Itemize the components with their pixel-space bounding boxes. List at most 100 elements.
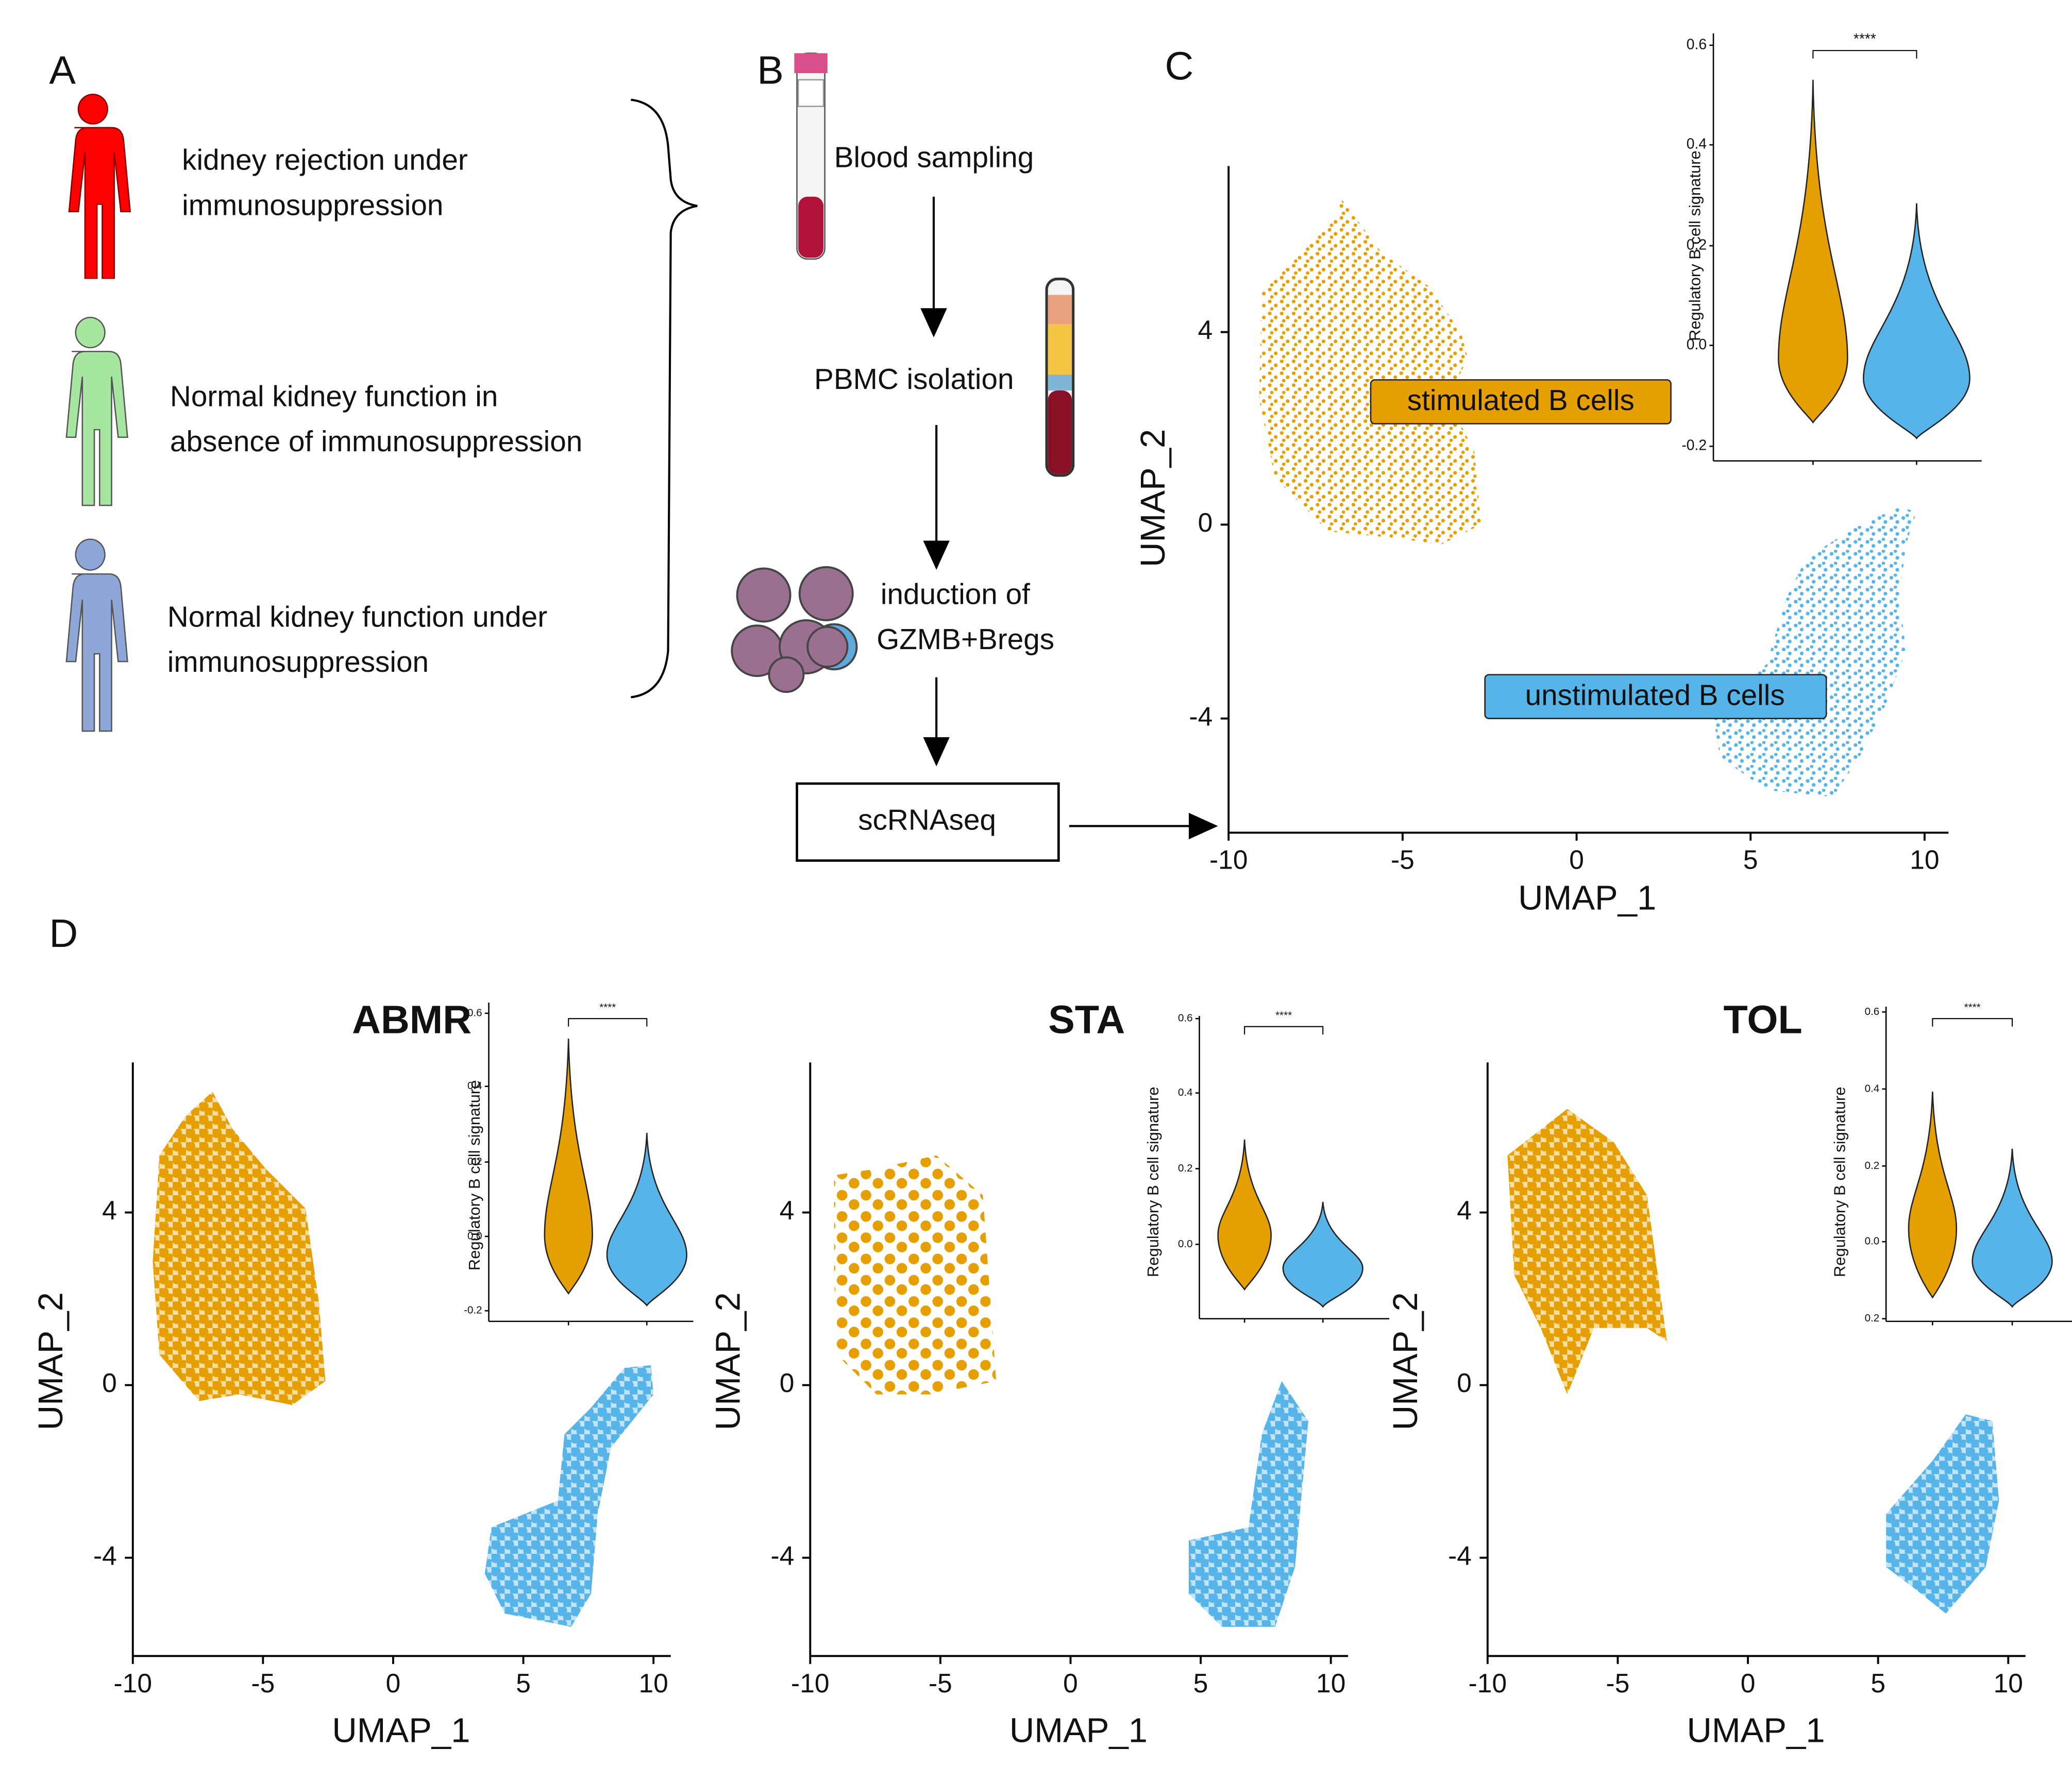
x-axis-label: UMAP_1 — [1009, 1711, 1148, 1750]
y-axis-label: Regulatory B cell signature — [1144, 1087, 1162, 1277]
cluster-unstimulated — [1188, 1381, 1308, 1627]
human-green — [65, 316, 128, 506]
y-tick-label: 0.2 — [1687, 237, 1707, 253]
human-blue — [65, 538, 128, 732]
y-tick-label: 0.2 — [1865, 1312, 1880, 1324]
panel-label: A — [49, 48, 76, 92]
y-axis-label: UMAP_2 — [1386, 1292, 1425, 1430]
label-box — [1370, 379, 1672, 425]
cluster-label: unstimulated B cells — [1525, 679, 1785, 711]
x-tick-label: 0 — [1741, 1668, 1756, 1698]
y-tick-label: 0.6 — [1178, 1012, 1193, 1024]
x-tick-label: -5 — [251, 1668, 275, 1698]
violin — [1908, 1091, 1958, 1299]
y-tick-label: 4 — [1457, 1195, 1472, 1225]
y-tick-label: 0.0 — [1178, 1238, 1193, 1250]
pbmc-tube — [1045, 277, 1075, 477]
x-axis-label: UMAP_1 — [1518, 879, 1656, 918]
cluster-label: stimulated B cells — [1407, 384, 1635, 417]
y-tick-label: 4 — [102, 1195, 117, 1225]
significance: **** — [1275, 1009, 1292, 1021]
y-tick-label: -4 — [771, 1540, 795, 1570]
step-text: PBMC isolation — [814, 363, 1014, 396]
panel-label: C — [1165, 44, 1194, 89]
violin — [606, 1132, 687, 1307]
significance-bracket — [1932, 1018, 2013, 1027]
y-tick-label: -4 — [1448, 1540, 1472, 1570]
violin — [1778, 79, 1848, 424]
x-tick-label: 10 — [1316, 1668, 1345, 1698]
y-tick-label: 0.4 — [1687, 136, 1707, 152]
panel-label: D — [49, 911, 78, 956]
group-text: Normal kidney function under — [167, 601, 547, 633]
x-tick-label: 5 — [1743, 845, 1758, 875]
x-tick-label: 0 — [1569, 845, 1584, 875]
y-tick-label: 0.2 — [1178, 1162, 1193, 1174]
y-tick-label: 0 — [102, 1368, 117, 1398]
panel-title: TOL — [1724, 997, 1803, 1042]
x-axis-label: UMAP_1 — [332, 1711, 470, 1750]
y-tick-label: 0.0 — [467, 1230, 482, 1242]
x-tick-label: 5 — [1193, 1668, 1208, 1698]
x-tick-label: -5 — [929, 1668, 952, 1698]
y-tick-label: 0.0 — [1865, 1235, 1880, 1247]
cluster-stimulated — [834, 1155, 997, 1395]
x-tick-label: 10 — [1910, 845, 1939, 875]
cluster-unstimulated — [1713, 507, 1917, 797]
y-axis-label: Regulatory B cell signature — [1686, 150, 1704, 341]
step-text: Blood sampling — [834, 142, 1034, 174]
x-tick-label: 10 — [638, 1668, 668, 1698]
panel-title: ABMR — [352, 997, 471, 1042]
y-tick-label: 0.0 — [1687, 336, 1707, 353]
y-tick-label: 0 — [1457, 1368, 1472, 1398]
y-tick-label: 0.6 — [467, 1007, 482, 1019]
y-tick-label: 0.4 — [1178, 1087, 1193, 1098]
group-text: absence of immunosuppression — [170, 426, 582, 458]
x-tick-label: -5 — [1391, 845, 1414, 875]
y-tick-label: 0.6 — [1865, 1006, 1880, 1017]
y-tick-label: 0 — [780, 1368, 795, 1398]
violin — [1972, 1148, 2053, 1308]
y-axis-label: UMAP_2 — [1134, 429, 1172, 567]
x-tick-label: -10 — [1469, 1668, 1507, 1698]
human-red — [68, 93, 131, 279]
group-text: Normal kidney function in — [170, 380, 498, 413]
x-tick-label: 0 — [1063, 1668, 1078, 1698]
significance: **** — [599, 1002, 616, 1013]
y-axis-label: UMAP_2 — [709, 1292, 747, 1430]
y-tick-label: 0.4 — [1865, 1082, 1880, 1094]
group-text: immunosuppression — [182, 189, 443, 222]
x-tick-label: -10 — [113, 1668, 152, 1698]
cluster-stimulated — [153, 1091, 326, 1405]
y-tick-label: -0.2 — [1681, 437, 1707, 454]
x-tick-label: -10 — [791, 1668, 830, 1698]
y-tick-label: -4 — [93, 1540, 117, 1570]
y-axis-label: UMAP_2 — [31, 1292, 70, 1430]
panel-title: STA — [1048, 997, 1125, 1042]
significance-bracket — [1244, 1026, 1324, 1035]
cells-icon — [731, 566, 858, 693]
y-axis-label: Regulatory B cell signature — [465, 1080, 483, 1271]
x-tick-label: -10 — [1209, 845, 1248, 875]
cluster-stimulated — [1259, 199, 1481, 545]
group-text: immunosuppression — [167, 646, 429, 678]
step-text: induction of — [881, 579, 1030, 611]
y-tick-label: 4 — [780, 1195, 795, 1225]
y-tick-label: -0.2 — [464, 1304, 482, 1316]
y-tick-label: 0.2 — [467, 1156, 482, 1167]
violin — [1282, 1201, 1363, 1308]
step-text: scRNAseq — [858, 804, 996, 837]
violin — [544, 1038, 593, 1295]
x-tick-label: 0 — [386, 1668, 401, 1698]
label-box — [1484, 674, 1827, 719]
y-tick-label: -4 — [1189, 701, 1212, 731]
group-text: kidney rejection under — [182, 144, 468, 177]
violin — [1863, 203, 1970, 440]
x-tick-label: -5 — [1606, 1668, 1630, 1698]
panel-label: B — [757, 48, 784, 92]
y-tick-label: 0.4 — [467, 1080, 482, 1092]
x-axis-label: UMAP_1 — [1687, 1711, 1825, 1750]
significance-bracket — [568, 1018, 648, 1027]
